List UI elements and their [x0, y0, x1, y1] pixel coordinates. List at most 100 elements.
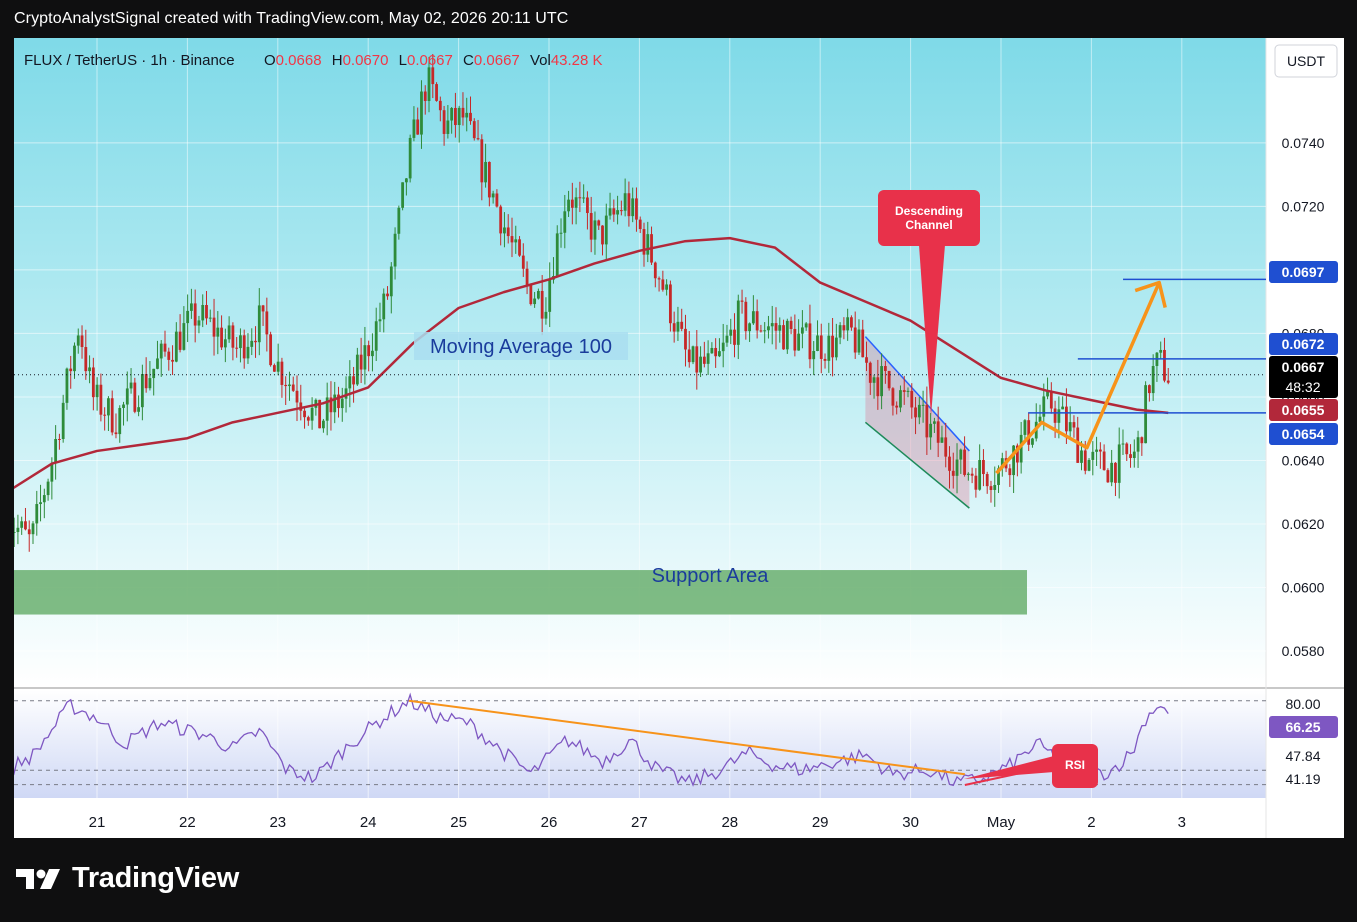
candle-body [80, 335, 84, 348]
candle-body [246, 346, 250, 359]
candle-body [61, 402, 65, 440]
zigzag-arrowhead [1134, 280, 1167, 308]
candle-body [514, 239, 518, 243]
candle-body [733, 329, 736, 345]
candle-body [1068, 422, 1072, 432]
candle-body [970, 473, 974, 476]
candle-body [695, 346, 699, 373]
candle-body [50, 462, 54, 482]
descending-channel-callout: Descending Channel [878, 190, 980, 416]
rsi-current-text: 66.25 [1285, 719, 1320, 735]
candle-body [73, 345, 76, 372]
currency-button[interactable]: USDT [1274, 44, 1338, 78]
candle-body [359, 354, 363, 370]
candle-body [925, 404, 929, 438]
rsi-level-lower: 41.19 [1285, 771, 1320, 787]
candle-body [205, 304, 208, 319]
candle-body [27, 529, 31, 535]
candle-body [378, 319, 382, 322]
candle-body [767, 326, 770, 331]
candle-body [216, 327, 220, 337]
legend-high-label: H [332, 52, 343, 69]
candle-body [834, 337, 838, 358]
candle-body [672, 323, 676, 332]
orange-projection [995, 280, 1167, 475]
candle-body [917, 404, 921, 418]
candle-body [529, 284, 533, 305]
candle-body [797, 333, 801, 351]
candle-body [982, 460, 985, 475]
x-tick-May: May [987, 814, 1016, 831]
candle-body [174, 331, 178, 362]
candle-body [819, 335, 823, 359]
candle-body [201, 304, 205, 321]
candle-body [586, 197, 589, 214]
price-label-target-text: 0.0697 [1282, 264, 1325, 280]
candle-body [714, 347, 718, 357]
candle-body [435, 84, 438, 101]
candle-body [902, 390, 906, 392]
candle-body [883, 366, 887, 371]
candle-body [680, 321, 684, 329]
candle-body [88, 367, 91, 372]
legend-volume-value: 43.28 K [551, 52, 603, 69]
candle-body [265, 311, 269, 335]
rsi-current-label: 66.25 [1269, 716, 1338, 738]
candle-body [668, 284, 672, 324]
candle-body [804, 323, 808, 328]
ma-label-text: Moving Average 100 [430, 336, 612, 358]
price-chart-svg[interactable]: 0.05800.06000.06200.06400.06600.06800.07… [14, 38, 1344, 838]
candle-body [740, 300, 744, 302]
candle-body [895, 405, 899, 408]
candle-body [744, 301, 748, 332]
candle-body [608, 208, 612, 216]
horizontal-levels [14, 278, 1266, 414]
candle-body [951, 470, 955, 476]
candle-body [367, 345, 371, 357]
candle-body [1117, 444, 1121, 483]
moving-average-100 [14, 236, 1169, 490]
candle-body [182, 323, 186, 350]
candle-body [322, 420, 325, 429]
candle-body [95, 384, 99, 398]
candle-body [1061, 406, 1065, 410]
candle-body [627, 193, 631, 217]
candle-body [352, 376, 355, 385]
candle-body [208, 317, 212, 319]
candle-body [1151, 366, 1155, 394]
candle-body [1140, 437, 1144, 444]
candle-body [684, 328, 687, 350]
candle-body [235, 347, 239, 349]
candle-body [635, 198, 638, 220]
candle-body [861, 329, 865, 358]
legend-high-value: 0.0670 [343, 52, 389, 69]
candle-body [846, 317, 850, 331]
rsi-trendline [408, 699, 965, 776]
candle-body [619, 210, 623, 212]
candle-body [107, 398, 110, 416]
candle-body [518, 239, 521, 256]
candle-body [333, 394, 337, 413]
candle-body [661, 279, 665, 290]
candle-body [1038, 416, 1042, 422]
candle-body [329, 397, 333, 413]
candle-body [1065, 406, 1068, 432]
x-tick-25: 25 [450, 814, 467, 831]
candle-body [231, 325, 235, 348]
y-tick-0.0640: 0.0640 [1282, 452, 1325, 468]
candle-body [193, 303, 197, 326]
candle-body [65, 368, 69, 403]
chart-panel[interactable]: 0.05800.06000.06200.06400.06600.06800.07… [14, 38, 1344, 838]
candle-body [457, 107, 461, 126]
candle-body [857, 329, 861, 353]
candle-body [574, 197, 578, 208]
tradingview-footer[interactable]: TradingView [16, 862, 239, 895]
x-tick-2: 2 [1087, 814, 1095, 831]
candle-body [710, 347, 714, 354]
candle-body [348, 376, 352, 389]
candle-body [567, 199, 570, 212]
candle-body [1072, 422, 1076, 428]
candle-body [993, 484, 997, 490]
candle-body [510, 236, 514, 243]
candle-body [597, 220, 601, 226]
